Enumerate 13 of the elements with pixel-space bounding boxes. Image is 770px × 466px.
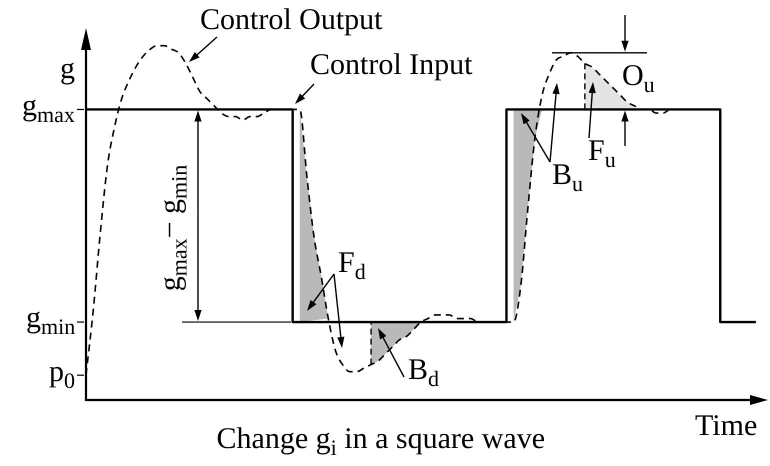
annotation: B$_{u}$ xyxy=(552,158,584,196)
series-label: Control Input xyxy=(310,48,472,82)
text: p$_{0}$ xyxy=(49,354,75,392)
text: Change g$_{i}$ in a square wave xyxy=(216,422,546,460)
annotation: F$_{u}$ xyxy=(588,134,616,172)
annotation: O$_{u}$ xyxy=(622,59,655,98)
y-axis-title: g xyxy=(60,52,75,86)
annotation: F$_{d}$ xyxy=(338,246,366,284)
text: g$_{min}$ xyxy=(26,301,76,340)
series-label: Control Output xyxy=(200,3,383,38)
x-axis-title: Time xyxy=(695,409,758,444)
annotation: B$_{d}$ xyxy=(408,353,440,392)
text: g$_{max}$ xyxy=(22,88,75,127)
